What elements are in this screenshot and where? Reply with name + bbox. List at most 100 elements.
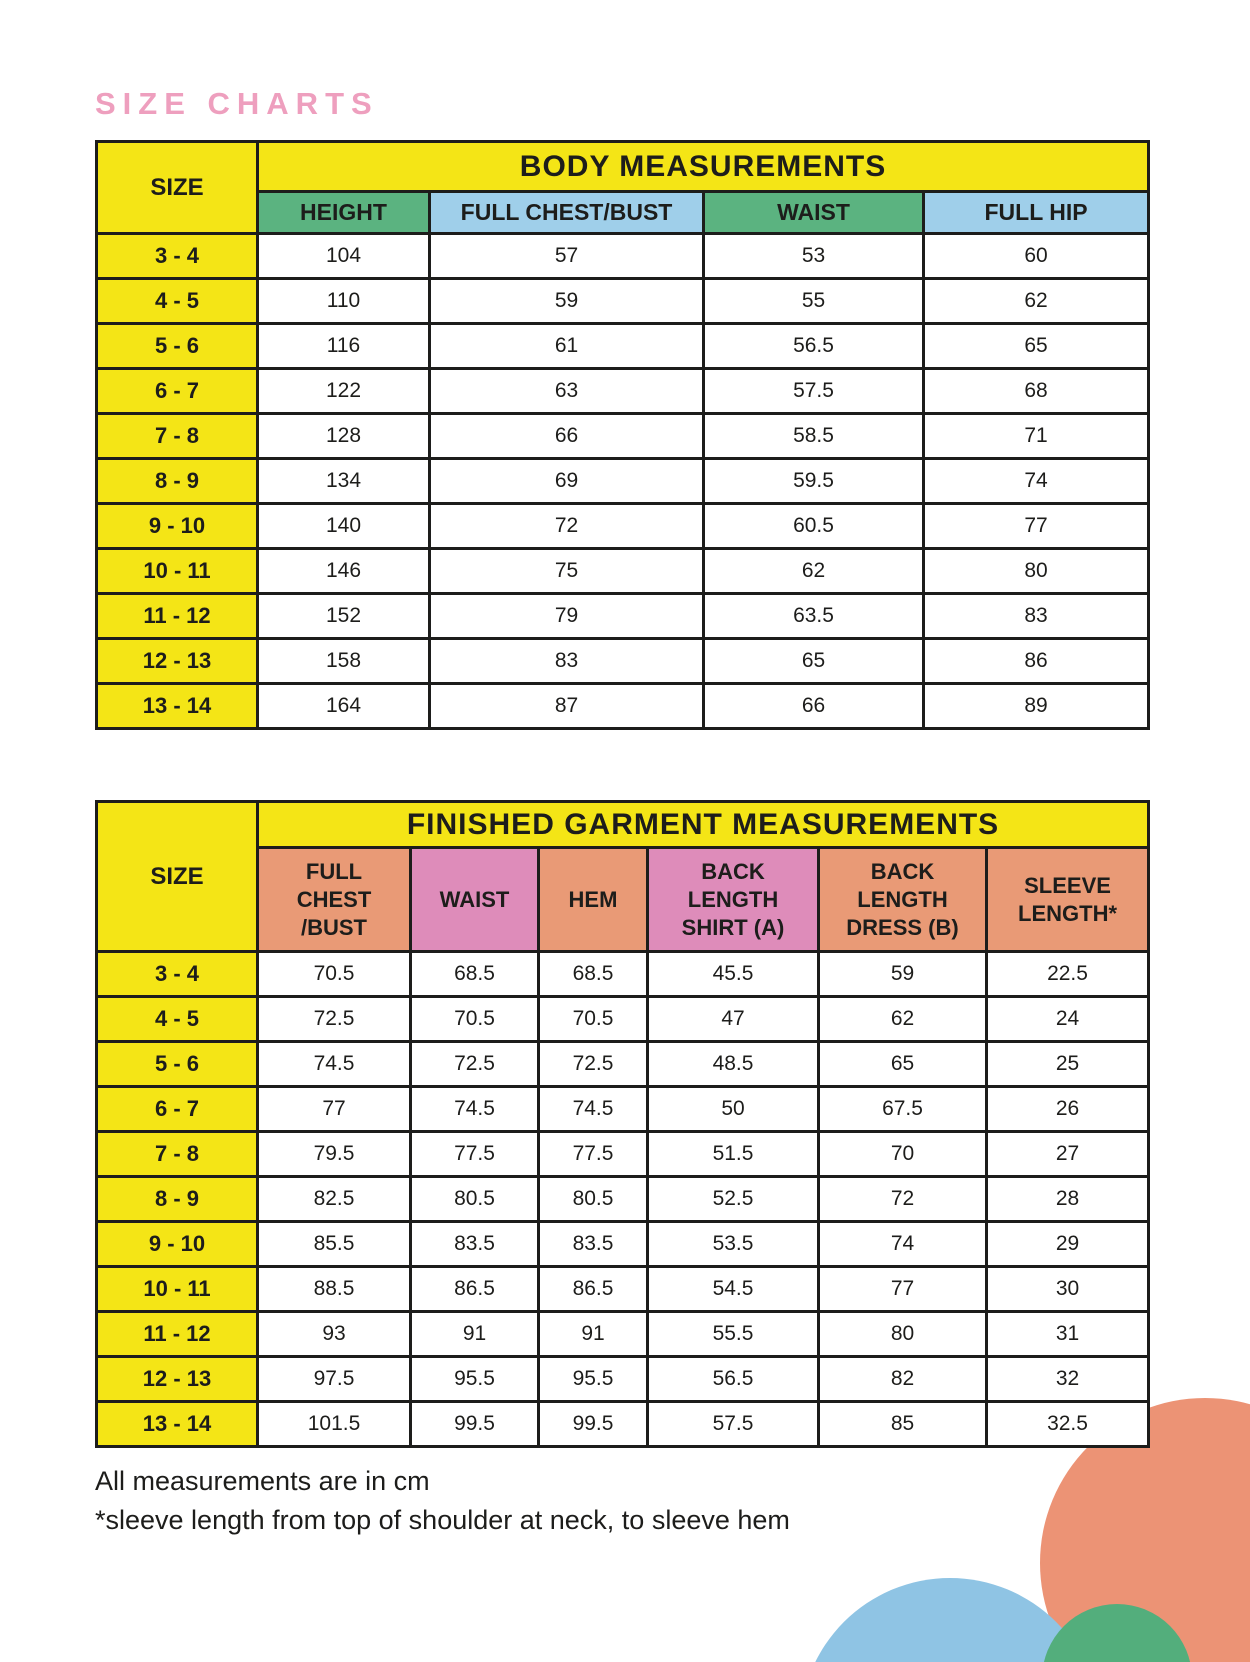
size-cell: 13 - 14 [95, 682, 259, 730]
value-cell: 95.5 [409, 1355, 540, 1403]
height-column-header: HEIGHT [256, 190, 431, 235]
value-cell: 32 [984, 1355, 1151, 1403]
value-cell: 68.5 [409, 950, 540, 998]
value-cell: 110 [256, 277, 431, 325]
back-length-dress-column-header: BACK LENGTH DRESS (B) [817, 846, 988, 953]
value-cell: 77 [921, 502, 1151, 550]
size-cell: 5 - 6 [95, 1040, 259, 1088]
value-cell: 47 [646, 995, 820, 1043]
value-cell: 22.5 [984, 950, 1151, 998]
size-cell: 5 - 6 [95, 322, 259, 370]
size-cell: 4 - 5 [95, 995, 259, 1043]
table-row: 3 - 4 104 57 53 60 [95, 232, 1151, 280]
value-cell: 63 [428, 367, 705, 415]
value-cell: 26 [984, 1085, 1151, 1133]
full-hip-column-header: FULL HIP [921, 190, 1151, 235]
value-cell: 71 [921, 412, 1151, 460]
value-cell: 86.5 [409, 1265, 540, 1313]
value-cell: 52.5 [646, 1175, 820, 1223]
value-cell: 57.5 [702, 367, 925, 415]
value-cell: 62 [921, 277, 1151, 325]
table-row: 9 - 10 140 72 60.5 77 [95, 502, 1151, 550]
value-cell: 55 [702, 277, 925, 325]
size-cell: 6 - 7 [95, 367, 259, 415]
value-cell: 70.5 [256, 950, 412, 998]
value-cell: 68.5 [537, 950, 649, 998]
value-cell: 82.5 [256, 1175, 412, 1223]
value-cell: 72.5 [537, 1040, 649, 1088]
units-note: All measurements are in cm [95, 1466, 430, 1496]
value-cell: 77 [256, 1085, 412, 1133]
table-row: 5 - 6 116 61 56.5 65 [95, 322, 1151, 370]
value-cell: 74 [817, 1220, 988, 1268]
table-row: 8 - 9 134 69 59.5 74 [95, 457, 1151, 505]
value-cell: 87 [428, 682, 705, 730]
value-cell: 29 [984, 1220, 1151, 1268]
value-cell: 53.5 [646, 1220, 820, 1268]
value-cell: 27 [984, 1130, 1151, 1178]
table-row: 12 - 13 158 83 65 86 [95, 637, 1151, 685]
value-cell: 83.5 [537, 1220, 649, 1268]
size-column-header: SIZE [95, 800, 259, 953]
body-measurements-table: SIZE BODY MEASUREMENTS HEIGHT FULL CHEST… [95, 140, 1151, 730]
table-row: 4 - 5 110 59 55 62 [95, 277, 1151, 325]
table-row: 11 - 12 152 79 63.5 83 [95, 592, 1151, 640]
size-cell: 9 - 10 [95, 1220, 259, 1268]
table-row: 9 - 10 85.5 83.5 83.5 53.5 74 29 [95, 1220, 1151, 1268]
value-cell: 116 [256, 322, 431, 370]
value-cell: 66 [428, 412, 705, 460]
value-cell: 91 [537, 1310, 649, 1358]
value-cell: 31 [984, 1310, 1151, 1358]
finished-garment-rows: 3 - 4 70.5 68.5 68.5 45.5 59 22.5 4 - 5 72.5 70.5… [95, 950, 1151, 1448]
value-cell: 70.5 [409, 995, 540, 1043]
value-cell: 70.5 [537, 995, 649, 1043]
value-cell: 89 [921, 682, 1151, 730]
size-cell: 8 - 9 [95, 457, 259, 505]
size-cell: 10 - 11 [95, 1265, 259, 1313]
footer-notes: All measurements are in cm *sleeve lengt… [95, 1462, 790, 1540]
value-cell: 28 [984, 1175, 1151, 1223]
body-measurements-rows: 3 - 4 104 57 53 60 4 - 5 110 59 55 62 5 - 6 116 61 56… [95, 232, 1151, 730]
value-cell: 86.5 [537, 1265, 649, 1313]
value-cell: 59.5 [702, 457, 925, 505]
size-cell: 7 - 8 [95, 412, 259, 460]
full-chest-bust-column-header: FULL CHEST/BUST [428, 190, 705, 235]
value-cell: 91 [409, 1310, 540, 1358]
sleeve-length-column-header: SLEEVE LENGTH* [984, 846, 1151, 953]
value-cell: 74 [921, 457, 1151, 505]
value-cell: 59 [817, 950, 988, 998]
value-cell: 164 [256, 682, 431, 730]
table-row: 6 - 7 77 74.5 74.5 50 67.5 26 [95, 1085, 1151, 1133]
table-subheader-row: FULL CHEST /BUST WAIST HEM BACK LENGTH S… [97, 846, 1151, 953]
size-cell: 11 - 12 [95, 592, 259, 640]
value-cell: 66 [702, 682, 925, 730]
size-column-header: SIZE [95, 140, 259, 235]
size-cell: 8 - 9 [95, 1175, 259, 1223]
sleeve-length-note: *sleeve length from top of shoulder at n… [95, 1505, 790, 1535]
value-cell: 85.5 [256, 1220, 412, 1268]
value-cell: 45.5 [646, 950, 820, 998]
value-cell: 68 [921, 367, 1151, 415]
value-cell: 60.5 [702, 502, 925, 550]
table-row: 13 - 14 101.5 99.5 99.5 57.5 85 32.5 [95, 1400, 1151, 1448]
value-cell: 74.5 [256, 1040, 412, 1088]
size-cell: 3 - 4 [95, 232, 259, 280]
value-cell: 146 [256, 547, 431, 595]
table-row: 4 - 5 72.5 70.5 70.5 47 62 24 [95, 995, 1151, 1043]
value-cell: 95.5 [537, 1355, 649, 1403]
value-cell: 72.5 [256, 995, 412, 1043]
value-cell: 99.5 [537, 1400, 649, 1448]
value-cell: 83 [921, 592, 1151, 640]
value-cell: 83.5 [409, 1220, 540, 1268]
value-cell: 79.5 [256, 1130, 412, 1178]
full-chest-bust-column-header: FULL CHEST /BUST [256, 846, 412, 953]
value-cell: 74.5 [409, 1085, 540, 1133]
value-cell: 60 [921, 232, 1151, 280]
value-cell: 72 [428, 502, 705, 550]
value-cell: 82 [817, 1355, 988, 1403]
value-cell: 86 [921, 637, 1151, 685]
value-cell: 65 [702, 637, 925, 685]
value-cell: 69 [428, 457, 705, 505]
size-cell: 10 - 11 [95, 547, 259, 595]
table-row: 6 - 7 122 63 57.5 68 [95, 367, 1151, 415]
